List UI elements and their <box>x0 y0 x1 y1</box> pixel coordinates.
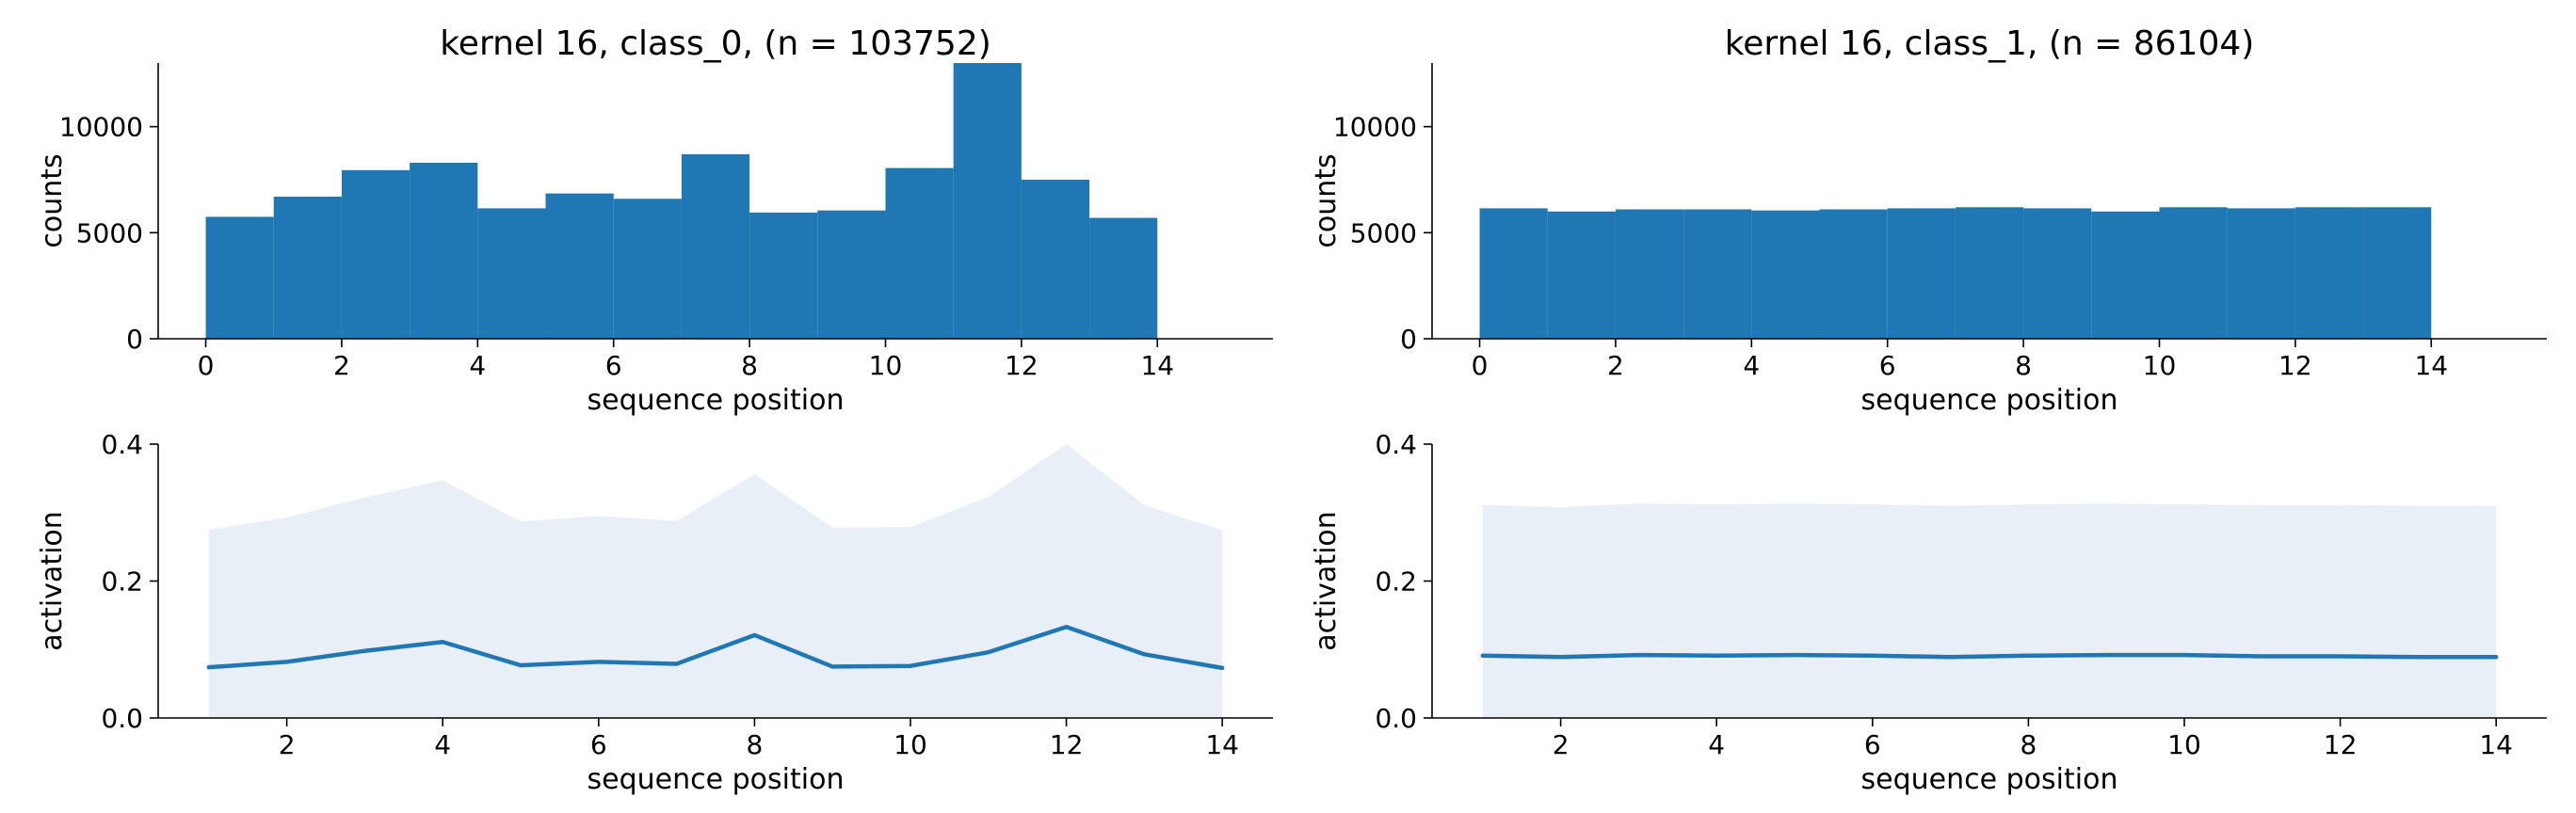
histogram-bar <box>2159 207 2228 339</box>
y-tick-label: 0.0 <box>101 703 143 734</box>
chart-title: kernel 16, class_1, (n = 86104) <box>1725 24 2255 63</box>
x-tick-label: 12 <box>1050 729 1084 760</box>
x-tick-label: 10 <box>2167 729 2201 760</box>
histogram-bar <box>2363 207 2432 339</box>
x-tick-label: 2 <box>279 729 296 760</box>
histogram-bar <box>1751 210 1820 339</box>
x-tick-label: 8 <box>746 729 763 760</box>
x-tick-label: 8 <box>2020 729 2037 760</box>
histogram-bar <box>817 210 886 339</box>
histogram-bar <box>1089 217 1158 339</box>
y-tick-label: 0.4 <box>101 429 143 460</box>
x-tick-label: 10 <box>894 729 927 760</box>
y-tick-label: 0.2 <box>1375 566 1417 598</box>
histogram-bar <box>613 199 682 339</box>
histogram-bar <box>1955 207 2024 339</box>
mean-activation-line <box>206 624 1225 671</box>
histogram-bar <box>681 153 750 339</box>
histogram-bar <box>1887 208 1956 339</box>
x-tick-label: 14 <box>1140 350 1174 381</box>
x-tick-label: 2 <box>1553 729 1570 760</box>
x-tick-label: 4 <box>469 350 486 381</box>
x-tick-label: 0 <box>1472 350 1489 381</box>
activation-band <box>1482 503 2497 718</box>
chart-title: kernel 16, class_0, (n = 103752) <box>440 24 991 63</box>
x-tick-label: 14 <box>2479 729 2513 760</box>
histogram-bar <box>410 162 478 339</box>
histogram-bar <box>1021 179 1090 339</box>
histogram-bar <box>885 167 954 339</box>
x-tick-label: 12 <box>1005 350 1038 381</box>
x-axis-label: sequence position <box>1861 384 2118 417</box>
x-tick-label: 2 <box>1607 350 1624 381</box>
y-axis-label: counts <box>36 153 69 247</box>
x-tick-label: 4 <box>434 729 451 760</box>
histogram-bar <box>2294 207 2364 339</box>
y-tick-label: 0 <box>1400 324 1417 355</box>
x-tick-label: 6 <box>1879 350 1896 381</box>
histogram-bar <box>1819 209 1888 339</box>
histogram-bar <box>2091 211 2160 339</box>
y-tick-label: 0.0 <box>1375 703 1417 734</box>
histogram-bar <box>1547 211 1616 339</box>
x-tick-label: 6 <box>590 729 607 760</box>
y-tick-label: 10000 <box>1333 112 1417 143</box>
x-axis-label: sequence position <box>1861 763 2118 796</box>
x-tick-label: 2 <box>333 350 350 381</box>
histogram-bar <box>477 208 546 339</box>
x-tick-label: 6 <box>1864 729 1881 760</box>
x-tick-label: 10 <box>2143 350 2177 381</box>
x-tick-label: 12 <box>2324 729 2358 760</box>
y-tick-label: 0.4 <box>1375 429 1417 460</box>
histogram-bar <box>545 193 614 339</box>
y-tick-label: 0 <box>126 324 143 355</box>
histogram-bar <box>1615 209 1684 339</box>
histogram-bar <box>205 216 274 339</box>
x-tick-label: 12 <box>2278 350 2312 381</box>
histogram-bar <box>341 169 411 339</box>
y-tick-label: 0.2 <box>101 566 143 598</box>
x-tick-label: 0 <box>198 350 215 381</box>
x-tick-label: 4 <box>1743 350 1760 381</box>
histogram-bar <box>273 196 342 339</box>
histogram-bar <box>1479 208 1548 339</box>
mean-activation-line <box>1480 652 2499 660</box>
y-tick-label: 5000 <box>1350 217 1417 248</box>
x-tick-label: 14 <box>2414 350 2448 381</box>
x-tick-label: 14 <box>1205 729 1239 760</box>
x-tick-label: 8 <box>741 350 758 381</box>
x-tick-label: 8 <box>2015 350 2032 381</box>
y-tick-label: 5000 <box>76 217 143 248</box>
y-axis-label: activation <box>36 511 69 651</box>
activation-band <box>208 444 1223 718</box>
histogram-bar <box>2227 208 2295 339</box>
y-tick-label: 10000 <box>59 112 143 143</box>
x-tick-label: 6 <box>605 350 622 381</box>
histogram-bar <box>1683 209 1752 339</box>
histogram-bar <box>953 63 1022 339</box>
x-tick-label: 4 <box>1708 729 1725 760</box>
x-axis-label: sequence position <box>588 763 845 796</box>
histogram-bar <box>749 212 818 339</box>
y-axis-label: activation <box>1310 511 1343 651</box>
x-axis-label: sequence position <box>588 384 845 417</box>
x-tick-label: 10 <box>869 350 903 381</box>
histogram-bar <box>2023 208 2092 339</box>
y-axis-label: counts <box>1310 153 1343 247</box>
